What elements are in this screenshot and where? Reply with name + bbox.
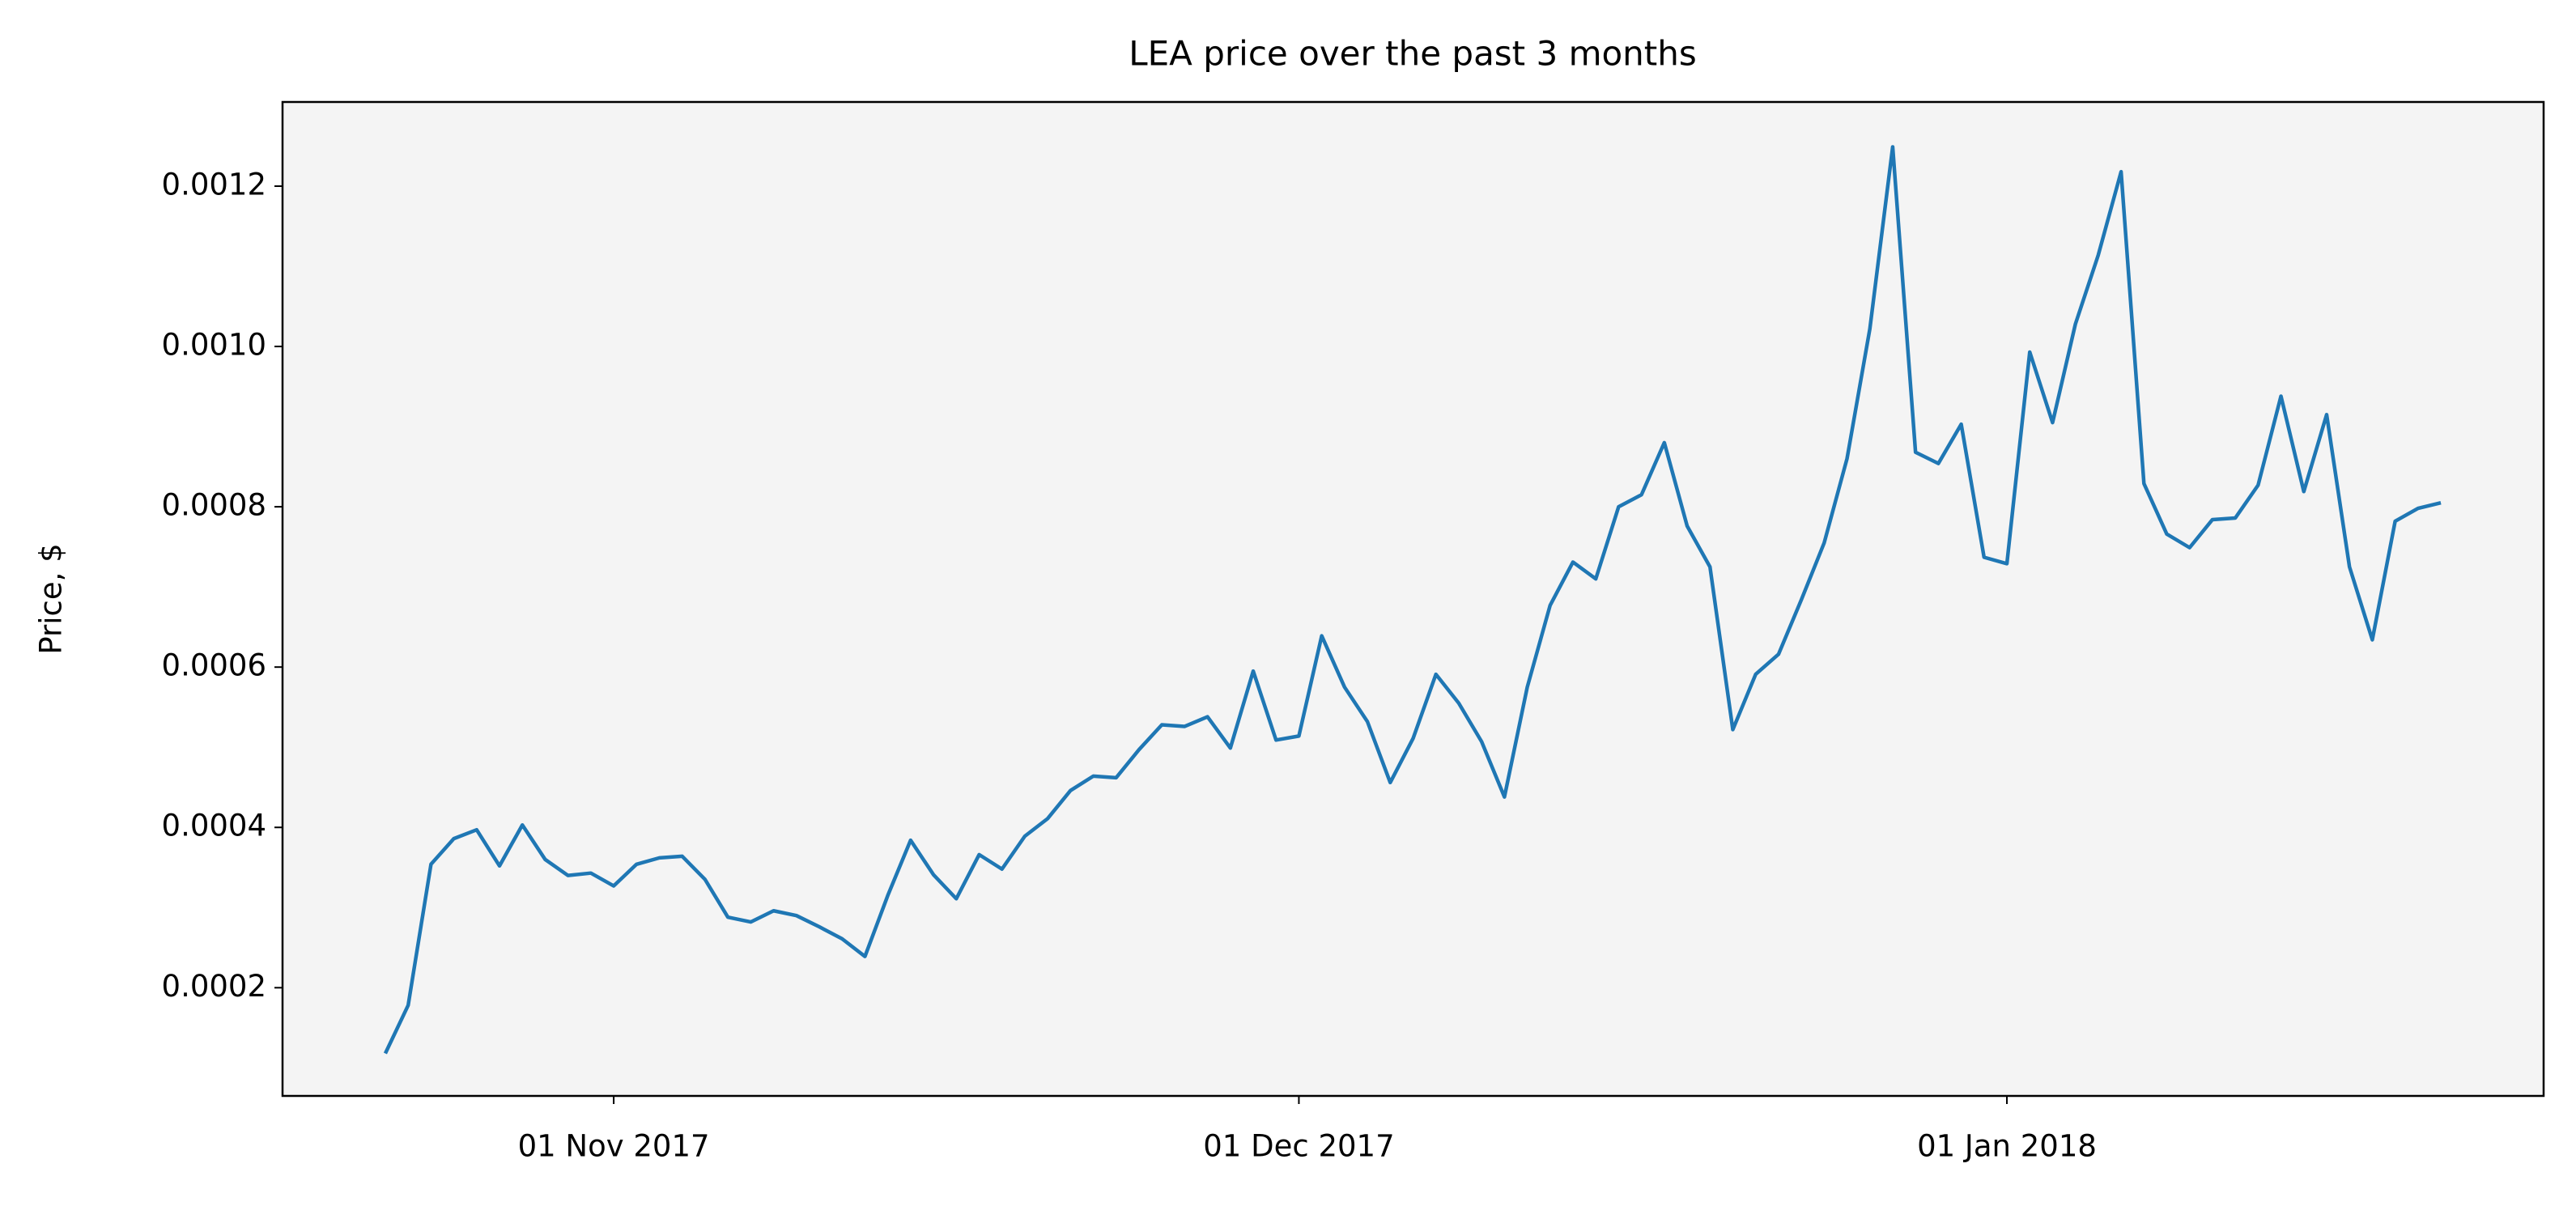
x-tick-label: 01 Jan 2018: [1917, 1129, 2097, 1164]
plot-frame: [281, 100, 2545, 1098]
y-tick-label: 0.0008: [162, 488, 266, 523]
y-tick-label: 0.0006: [162, 648, 266, 683]
y-axis-label: Price, $: [34, 543, 69, 654]
x-tick-label: 01 Dec 2017: [1203, 1129, 1394, 1164]
y-tick-label: 0.0012: [162, 167, 266, 202]
y-tick-label: 0.0002: [162, 969, 266, 1004]
price-line: [383, 145, 2442, 1055]
y-tick-label: 0.0010: [162, 328, 266, 363]
plot-area: [283, 102, 2544, 1096]
x-tick-label: 01 Nov 2017: [518, 1129, 710, 1164]
y-tick-label: 0.0004: [162, 809, 266, 843]
chart-title: LEA price over the past 3 months: [1129, 34, 1697, 74]
